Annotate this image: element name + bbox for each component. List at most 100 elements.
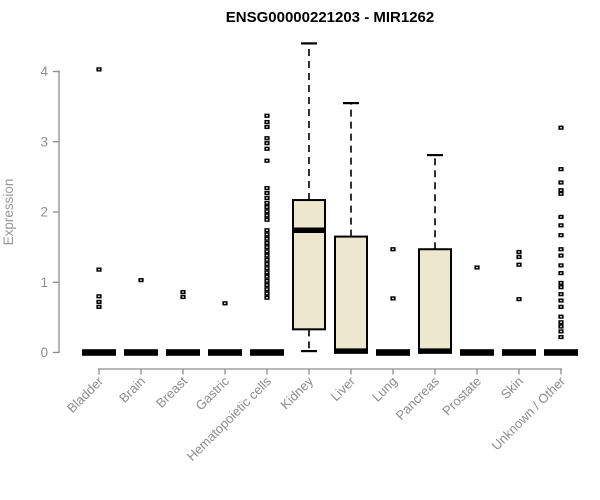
outlier-center-dot [560,299,562,302]
outlier-center-dot [98,306,100,308]
outlier-point [264,141,270,146]
outlier-point [96,294,102,299]
outlier-point [558,298,564,303]
outlier-point [264,295,270,300]
outlier-point [264,253,270,258]
x-category-label: Bladder [64,373,107,416]
outlier-center-dot [560,248,562,250]
outlier-center-dot [98,268,100,271]
outlier-center-dot [560,336,562,338]
outlier-point [558,280,564,286]
outlier-center-dot [266,187,268,189]
outlier-point [516,249,522,255]
outlier-point [558,271,564,276]
outlier-point [264,278,270,283]
outlier-point [558,320,564,325]
outlier-center-dot [560,315,562,318]
outlier-center-dot [560,272,562,274]
x-category-label: Prostate [439,374,484,419]
x-category-label: Skin [498,374,526,402]
outlier-center-dot [266,297,268,299]
x-category-label: Liver [328,373,359,404]
boxplot-group [460,265,494,356]
collapsed-box-bar [376,349,410,356]
collapsed-box-bar [544,349,578,356]
outlier-point [558,125,564,130]
collapsed-box-bar [502,349,536,356]
outlier-center-dot [560,168,562,170]
outlier-point [180,289,186,295]
collapsed-box-bar [460,349,494,356]
outlier-point [558,263,564,268]
outlier-point [264,261,270,267]
x-category-label: Breast [153,373,190,410]
outlier-center-dot [266,148,268,150]
outlier-point [558,188,564,193]
boxplot-group [208,301,242,356]
outlier-point [264,113,270,118]
outlier-center-dot [266,237,268,240]
outlier-center-dot [266,271,268,274]
outlier-center-dot [98,68,100,71]
outlier-point [558,304,564,309]
outlier-point [558,314,564,319]
outlier-center-dot [560,254,562,257]
box-iqr [334,235,368,354]
outlier-center-dot [266,192,268,194]
outlier-center-dot [182,291,184,293]
y-tick-label: 4 [40,64,48,79]
outlier-point [264,270,270,275]
outlier-center-dot [266,202,268,204]
outlier-point [264,190,270,196]
outlier-center-dot [266,121,268,123]
outlier-center-dot [266,229,268,231]
outlier-center-dot [266,115,268,117]
collapsed-box-bar [82,349,116,356]
outlier-point [558,214,564,220]
box-series [82,42,578,356]
outlier-center-dot [266,275,268,278]
outlier-point [264,291,270,296]
y-axis-label: Expression [1,179,16,246]
chart-title: ENSG00000221203 - MIR1262 [226,9,434,26]
outlier-center-dot [266,254,268,257]
outlier-point [264,204,270,210]
outlier-center-dot [266,142,268,144]
x-category-label: Lung [369,374,400,405]
outlier-point [264,119,270,125]
collapsed-box-bar [250,349,284,356]
boxplot-group [82,67,116,356]
outlier-point [516,254,522,260]
outlier-center-dot [266,292,268,295]
outlier-center-dot [476,266,478,269]
outlier-center-dot [266,210,268,212]
outlier-point [264,213,270,218]
outlier-point [558,253,564,258]
outlier-center-dot [266,259,268,261]
outlier-center-dot [266,126,268,128]
collapsed-box-bar [166,349,200,356]
outlier-point [264,232,270,237]
outlier-point [264,236,270,241]
outlier-center-dot [266,267,268,269]
outlier-center-dot [266,242,268,244]
outlier-center-dot [560,325,562,328]
outlier-center-dot [560,264,562,267]
x-category-label: Pancreas [393,373,443,423]
x-category-label: Brain [116,374,148,406]
outlier-point [138,278,144,283]
outlier-point [264,228,270,233]
collapsed-box-bar [208,349,242,356]
outlier-point [558,180,564,185]
outlier-point [264,146,270,151]
box-iqr [292,199,326,331]
outlier-point [558,223,564,228]
outlier-center-dot [560,286,562,288]
y-tick-label: 3 [40,134,48,149]
outlier-point [390,296,396,301]
outlier-center-dot [560,216,562,218]
outlier-point [558,292,564,297]
outlier-point [516,297,522,302]
outlier-center-dot [560,224,562,227]
outlier-point [558,247,564,252]
